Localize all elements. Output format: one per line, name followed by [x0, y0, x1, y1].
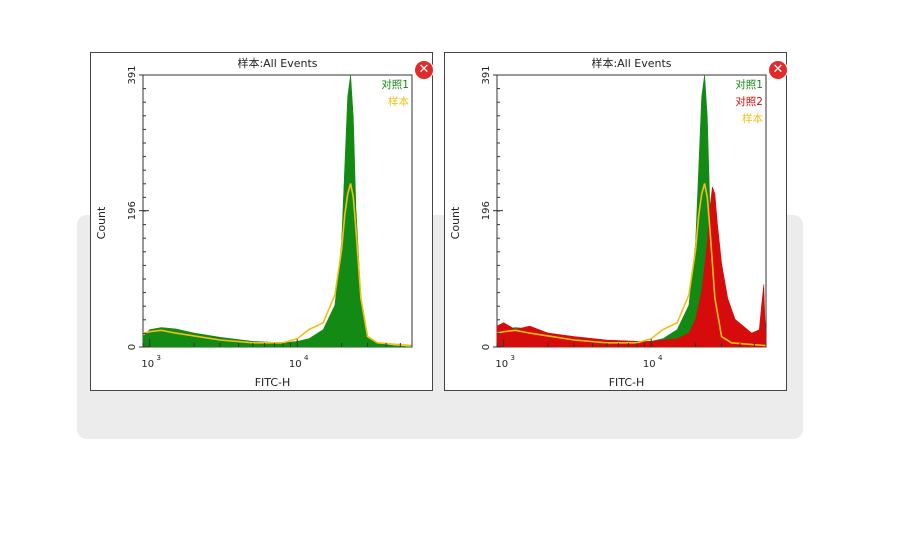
y-tick-label: 391	[481, 65, 492, 84]
legend-entry: 样本	[388, 95, 409, 108]
histogram-chart-1: 样本:All Events0196391103104FITC-HCount对照1…	[95, 56, 413, 389]
histogram-panel-2: 样本:All Events 0 196 391 10 3 10 4 FITC-H Count 对照1…	[444, 52, 787, 391]
x-axis-label: FITC-H	[255, 376, 291, 389]
chart-title: 样本:All Events	[591, 56, 671, 70]
x-tick-label-exponent: 3	[157, 354, 161, 362]
series-area-1	[142, 74, 413, 348]
series-line-3	[496, 183, 767, 347]
x-tick-label-exponent: 4	[304, 354, 309, 362]
legend-entry: 对照2	[735, 95, 763, 108]
histogram-chart-2: 样本:All Events0196391103104FITC-HCount对照1…	[449, 56, 767, 389]
y-tick-label: 0	[481, 344, 492, 350]
close-panel-2-button[interactable]: ✕	[769, 61, 787, 79]
y-tick-label: 0	[127, 344, 138, 350]
x-axis-label: FITC-H	[609, 376, 645, 389]
y-tick-label: 196	[127, 201, 138, 220]
x-tick-label-exponent: 4	[658, 354, 663, 362]
plot-frame	[142, 74, 413, 348]
y-tick-label: 391	[127, 65, 138, 84]
x-tick-label-base: 10	[289, 359, 302, 370]
x-tick-label-base: 10	[495, 359, 508, 370]
series-area-2	[496, 186, 767, 348]
x-tick-label-base: 10	[141, 359, 154, 370]
chart-title: 样本:All Events	[237, 56, 317, 70]
y-axis-label: Count	[449, 206, 462, 239]
legend-entry: 样本	[742, 112, 763, 125]
series-line-2	[142, 183, 413, 347]
x-tick-label-base: 10	[643, 359, 656, 370]
histogram-panel-1: 样本:All Events 0 196 391 10 3 10 4 FITC-H Count 对照1…	[90, 52, 433, 391]
y-tick-label: 196	[481, 201, 492, 220]
close-panel-1-button[interactable]: ✕	[415, 61, 433, 79]
legend-entry: 对照1	[381, 78, 409, 91]
x-tick-label-exponent: 3	[511, 354, 515, 362]
legend-entry: 对照1	[735, 78, 763, 91]
y-axis-label: Count	[95, 206, 108, 239]
